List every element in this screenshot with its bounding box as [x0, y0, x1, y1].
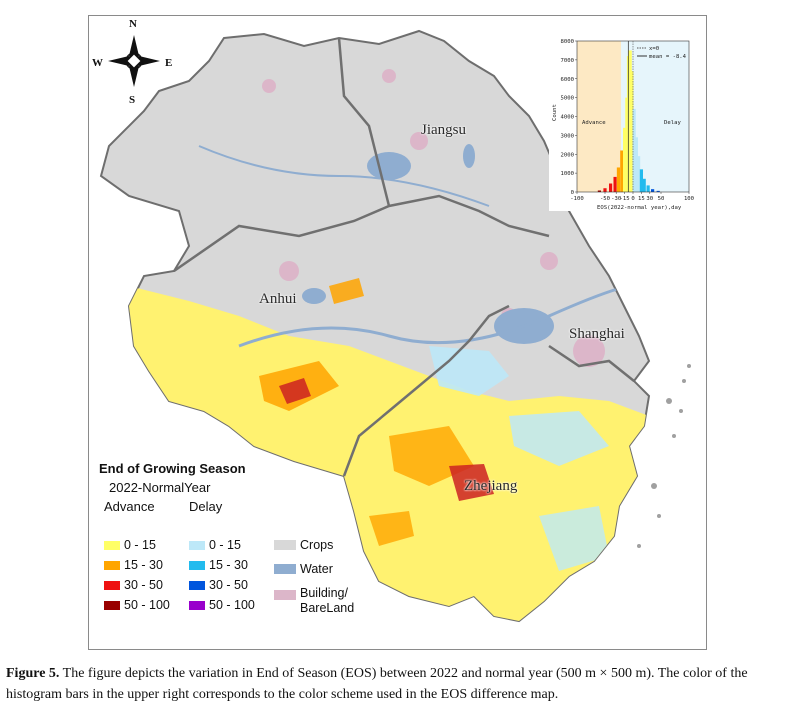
legend-delay-header: Delay [189, 499, 223, 514]
x-tick-label: -30 [611, 196, 621, 202]
histogram-bar [616, 167, 621, 192]
x-tick-label: 30 [646, 196, 653, 202]
y-tick-label: 6000 [561, 77, 574, 83]
building-patch [262, 79, 276, 93]
advance-red-1 [449, 464, 494, 501]
advance-orange-3 [329, 278, 364, 304]
legend-title: End of Growing Season [99, 461, 246, 476]
delay-area-2 [509, 411, 609, 466]
legend-building: Building/BareLand [274, 586, 354, 616]
legend-advance-1: 15 - 30 [104, 558, 163, 572]
x-tick-label: -15 [620, 196, 630, 202]
x-tick-label: -100 [570, 196, 583, 202]
y-tick-label: 8000 [561, 39, 574, 45]
legend-delay-1: 15 - 30 [189, 558, 248, 572]
histogram-bar [630, 71, 634, 192]
histogram-bar [634, 137, 638, 192]
legend-advance-header: Advance [104, 499, 155, 514]
x-tick-label: -50 [600, 196, 610, 202]
legend-delay-0: 0 - 15 [189, 538, 241, 552]
y-tick-label: 2000 [561, 152, 574, 158]
building-patch [279, 261, 299, 281]
delay-area-1 [429, 346, 509, 396]
water-body [302, 288, 326, 304]
x-tick-label: 100 [684, 196, 694, 202]
y-tick-label: 5000 [561, 96, 574, 102]
histogram-bar [646, 185, 650, 192]
caption-label: Figure 5. [6, 666, 60, 681]
histogram-bar [613, 176, 617, 192]
legend-advance-2: 30 - 50 [104, 578, 163, 592]
histogram-bar [620, 150, 624, 192]
legend-delay-2: 30 - 50 [189, 578, 248, 592]
histogram-bar [651, 189, 655, 192]
svg-text:x=0: x=0 [649, 46, 659, 52]
building-patch [573, 335, 605, 367]
x-tick-label: 50 [658, 196, 665, 202]
histogram-bar [642, 178, 646, 192]
water-body [463, 144, 475, 168]
legend-advance-3: 50 - 100 [104, 598, 170, 612]
histogram-inset: 0 1000 2000 3000 4000 5000 6000 7000 8000 -100 -50… [549, 26, 699, 211]
x-tick-label: 15 [638, 196, 645, 202]
legend-advance-0: 0 - 15 [104, 538, 156, 552]
delay-area-3 [539, 506, 609, 571]
histogram-delay-label: Delay [664, 120, 681, 126]
legend-subtitle: 2022-NormalYear [109, 480, 211, 495]
compass-w: W [92, 57, 103, 69]
province-border [342, 304, 510, 477]
province-border [548, 344, 635, 382]
compass-rose [108, 35, 160, 87]
histogram-advance-label: Advance [582, 120, 606, 126]
compass-s: S [129, 94, 136, 106]
advance-orange-4 [369, 511, 414, 546]
region-label-anhui: Anhui [259, 291, 297, 307]
compass-e: E [165, 57, 173, 69]
histogram-bar [597, 190, 601, 192]
river [238, 282, 649, 348]
y-tick-label: 0 [571, 190, 574, 196]
histogram-bar [628, 50, 632, 192]
region-label-jiangsu: Jiangsu [421, 122, 466, 138]
legend-delay-3: 50 - 100 [189, 598, 255, 612]
region-label-zhejiang: Zhejiang [464, 478, 518, 494]
water-body [367, 152, 411, 180]
y-tick-label: 7000 [561, 58, 574, 64]
histogram-legend: x=0 mean = -8.4 [637, 46, 687, 60]
histogram-bar [623, 127, 627, 192]
legend-crops: Crops [274, 538, 333, 552]
histogram-ylabel: Count [552, 104, 558, 121]
y-tick-label: 4000 [561, 115, 574, 121]
histogram-bar [609, 183, 613, 192]
advance-red-2 [279, 378, 311, 404]
map-frame: N S W E Jiangsu Anhui Shanghai Zhejiang … [88, 15, 707, 650]
caption-text: The figure depicts the variation in End … [6, 666, 748, 702]
histogram-bar [603, 188, 607, 192]
x-tick-label: 0 [631, 196, 634, 202]
histogram-bar [632, 108, 636, 192]
coastal-islands [637, 364, 691, 548]
legend-water: Water [274, 562, 333, 576]
map-canvas [100, 30, 691, 622]
region-label-shanghai: Shanghai [569, 326, 625, 342]
y-tick-label: 3000 [561, 133, 574, 139]
building-patch [410, 132, 428, 150]
histogram-bar [637, 156, 641, 192]
building-patch [382, 69, 396, 83]
advance-zone [577, 41, 621, 192]
histogram-xlabel: EOS(2022-normal year),day [597, 205, 682, 211]
histogram-bar [656, 190, 660, 192]
histogram-bar [625, 97, 629, 192]
svg-text:mean = -8.4: mean = -8.4 [649, 54, 687, 60]
y-tick-label: 1000 [561, 171, 574, 177]
figure-caption: Figure 5. The figure depicts the variati… [6, 663, 804, 705]
map-legend: End of Growing Season 2022-NormalYear Ad… [94, 456, 394, 646]
compass-n: N [129, 18, 137, 30]
building-patch [540, 252, 558, 270]
province-border [337, 37, 391, 207]
river [198, 145, 490, 207]
histogram-bar [639, 169, 643, 192]
